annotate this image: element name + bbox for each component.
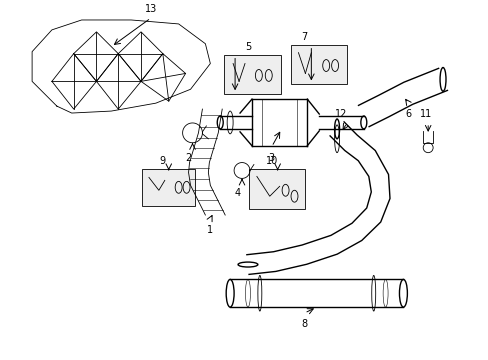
FancyBboxPatch shape [248,170,305,209]
Text: 12: 12 [334,109,346,119]
FancyBboxPatch shape [290,45,346,84]
Text: 10: 10 [265,156,277,166]
Text: 13: 13 [144,4,157,14]
Text: 11: 11 [419,109,431,119]
Text: 9: 9 [160,156,165,166]
FancyBboxPatch shape [142,170,195,206]
Text: 7: 7 [301,32,307,42]
Text: 8: 8 [301,319,307,329]
Text: 6: 6 [405,109,410,119]
Text: 5: 5 [244,42,250,51]
Text: 3: 3 [268,153,274,163]
Text: 2: 2 [185,153,191,163]
Text: 4: 4 [235,188,241,198]
FancyBboxPatch shape [224,55,280,94]
Text: 1: 1 [207,225,213,235]
